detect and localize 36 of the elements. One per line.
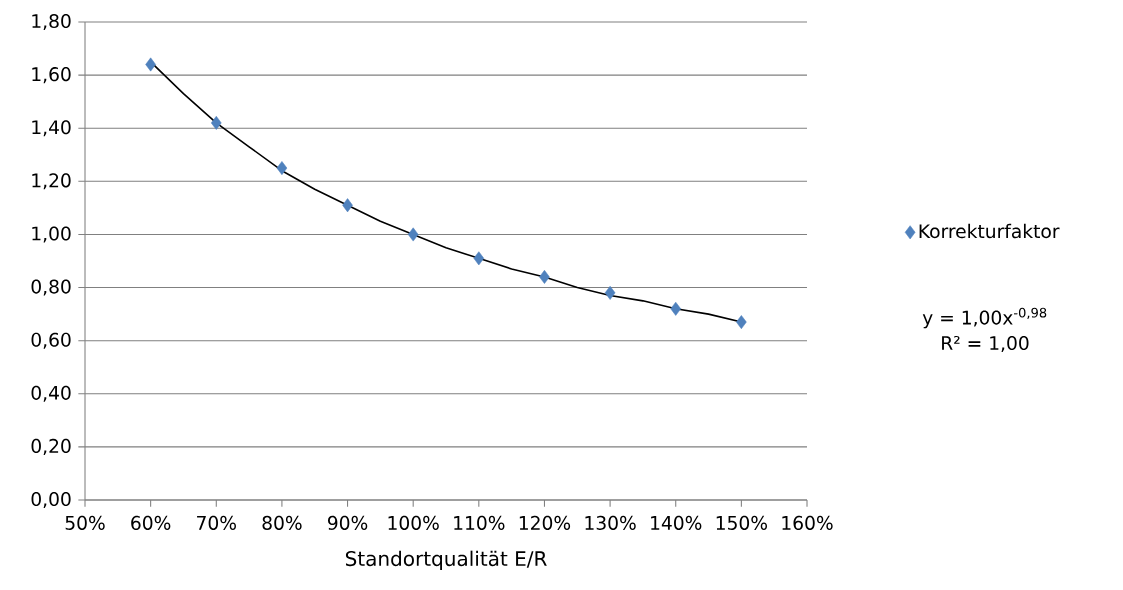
point xyxy=(473,251,485,266)
y-tick-label: 0,20 xyxy=(31,438,71,455)
x-tick-label: 160% xyxy=(782,515,833,530)
x-tick-label: 100% xyxy=(388,515,439,530)
point xyxy=(342,198,353,213)
x-tick-label: 130% xyxy=(585,515,636,530)
x-tick-label: 60% xyxy=(131,515,171,530)
text: R² = 1,00 xyxy=(942,335,1029,353)
y-tick-label: 1,60 xyxy=(32,67,71,84)
point xyxy=(145,57,156,72)
y-tick-label: 0,60 xyxy=(31,332,71,349)
x-tick-label: 110% xyxy=(454,515,505,530)
point xyxy=(670,301,682,316)
y-tick-label: 0,80 xyxy=(31,279,71,296)
point xyxy=(276,161,288,175)
point xyxy=(539,270,550,284)
point xyxy=(736,315,747,330)
x-tick-label: 70% xyxy=(197,515,236,530)
y-tick-label: 1,20 xyxy=(32,173,71,190)
x-tick-label: 150% xyxy=(716,515,768,530)
x-tick-label: 80% xyxy=(262,515,302,530)
y-tick-label: 0,40 xyxy=(31,385,71,402)
text: y = 1,00x$^{-0,98}$ xyxy=(922,307,1047,329)
y-tick-label: 0,00 xyxy=(31,491,71,509)
x-tick-label: 140% xyxy=(651,515,702,530)
x-axis-title: Standortqualität E/R xyxy=(345,550,547,571)
y-tick-label: 1,80 xyxy=(32,13,71,31)
legend-label: Korrekturfaktor xyxy=(919,223,1060,239)
point xyxy=(604,285,616,300)
point xyxy=(407,227,419,242)
y-tick-label: 1,00 xyxy=(32,226,71,243)
x-tick-label: 50% xyxy=(65,515,105,530)
y-tick-label: 1,40 xyxy=(32,120,71,137)
point xyxy=(211,115,222,130)
x-tick-label: 90% xyxy=(327,515,368,530)
x-tick-label: 120% xyxy=(519,515,571,530)
